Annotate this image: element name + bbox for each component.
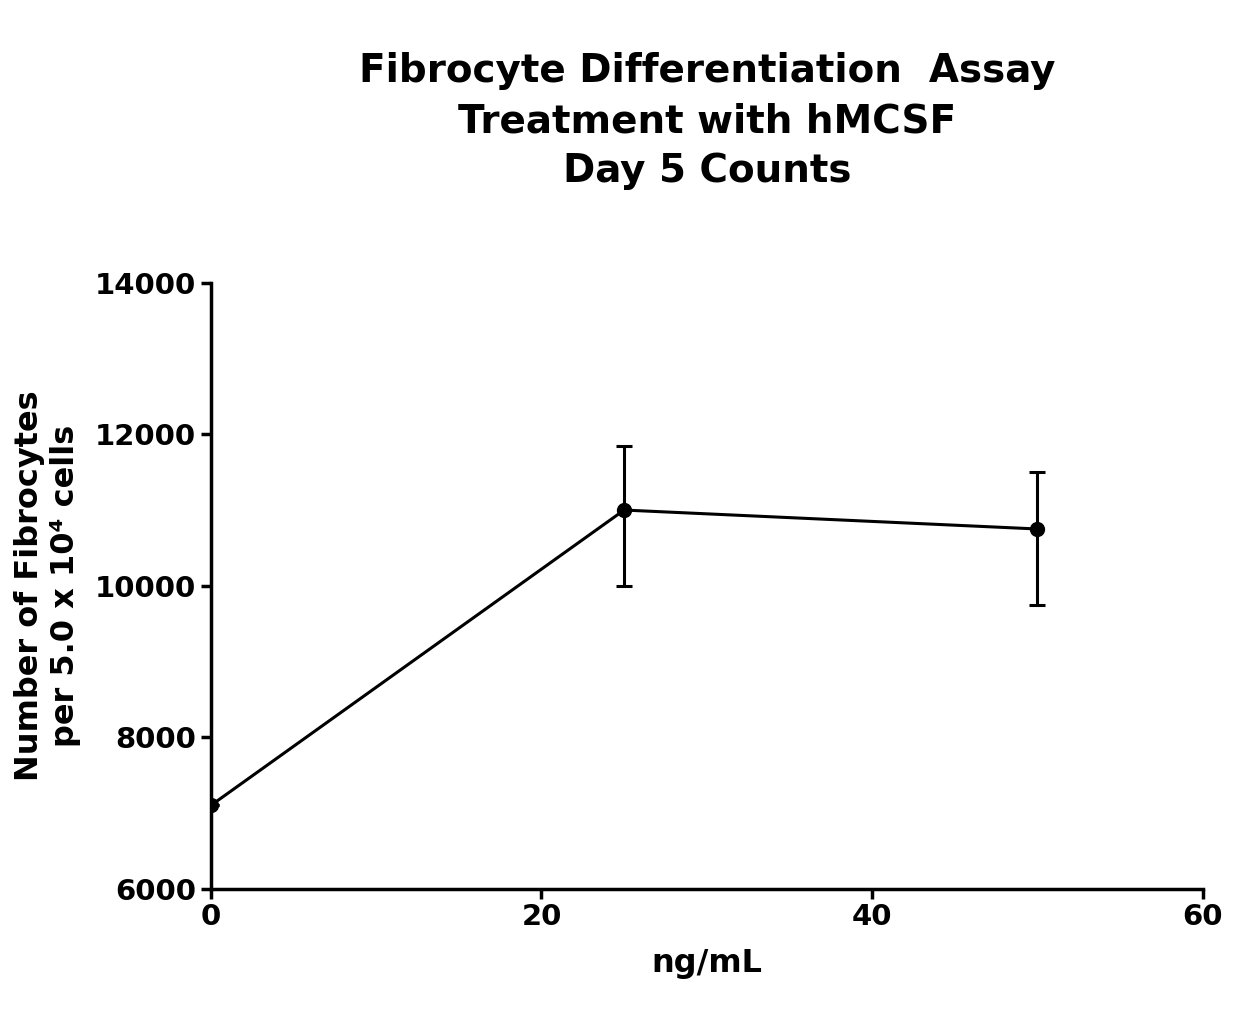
X-axis label: ng/mL: ng/mL xyxy=(651,948,763,979)
Y-axis label: Number of Fibrocytes
per 5.0 x 10⁴ cells: Number of Fibrocytes per 5.0 x 10⁴ cells xyxy=(15,391,81,781)
Text: Fibrocyte Differentiation  Assay
Treatment with hMCSF
Day 5 Counts: Fibrocyte Differentiation Assay Treatmen… xyxy=(358,53,1055,190)
